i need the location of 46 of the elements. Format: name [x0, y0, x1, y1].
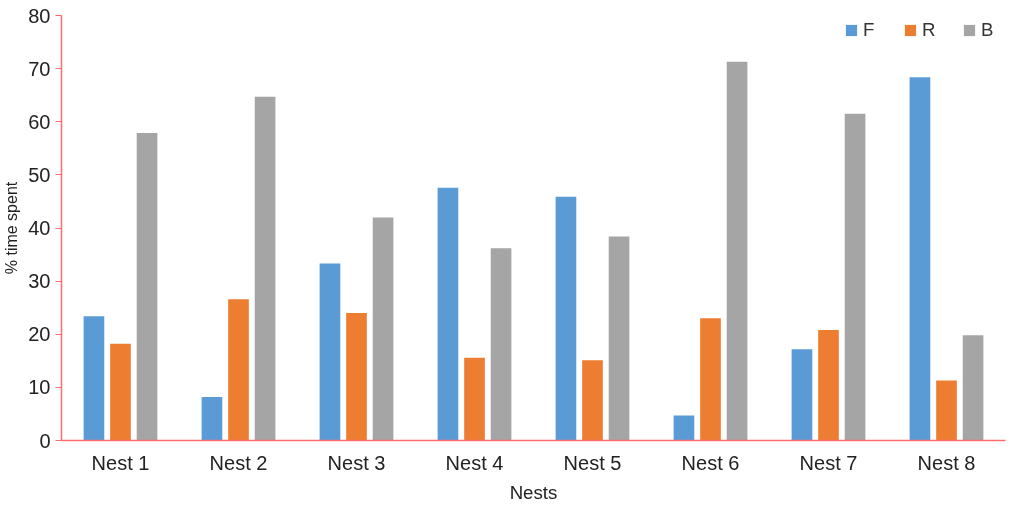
- legend-label: R: [922, 19, 937, 41]
- x-tick-label: Nest 2: [209, 451, 268, 474]
- legend-label: B: [981, 19, 995, 41]
- bar: [582, 360, 603, 441]
- bar: [555, 196, 577, 441]
- bar: [254, 96, 276, 441]
- x-tick-label: Nest 4: [445, 451, 504, 474]
- legend-label: F: [863, 19, 876, 41]
- y-tick-label: 70: [28, 57, 51, 80]
- y-tick-label: 50: [28, 163, 51, 186]
- y-tick-label: 0: [39, 429, 51, 452]
- bar: [83, 316, 105, 441]
- y-axis-title: % time spent: [3, 181, 21, 275]
- bar: [673, 415, 695, 441]
- bar: [136, 132, 158, 441]
- bar: [608, 236, 630, 441]
- bar: [791, 349, 813, 441]
- bar: [490, 248, 512, 441]
- x-tick-label: Nest 3: [327, 451, 386, 474]
- bar: [962, 335, 984, 441]
- bar: [818, 330, 839, 441]
- bar: [319, 263, 341, 441]
- bar: [201, 396, 223, 441]
- y-tick-label: 10: [28, 376, 51, 399]
- y-tick-label: 60: [28, 110, 51, 133]
- bar: [372, 217, 394, 441]
- bar: [346, 313, 367, 441]
- y-tick-label: 30: [28, 270, 51, 293]
- x-tick-label: Nest 6: [681, 451, 740, 474]
- y-tick-label: 40: [28, 217, 51, 239]
- x-tick-label: Nest 7: [799, 451, 858, 474]
- bar: [726, 61, 748, 441]
- bar: [909, 77, 931, 441]
- x-axis-title: Nests: [509, 481, 558, 503]
- bar: [936, 380, 957, 441]
- bar: [228, 299, 249, 441]
- y-tick-label: 20: [28, 323, 51, 346]
- bar: [464, 357, 485, 441]
- x-tick-label: Nest 8: [917, 451, 976, 474]
- bar: [110, 343, 131, 441]
- x-tick-label: Nest 1: [91, 451, 150, 474]
- y-tick-label: 80: [28, 4, 51, 27]
- bar: [700, 318, 721, 441]
- bar: [844, 113, 866, 441]
- bar: [437, 187, 459, 441]
- x-tick-label: Nest 5: [563, 451, 622, 474]
